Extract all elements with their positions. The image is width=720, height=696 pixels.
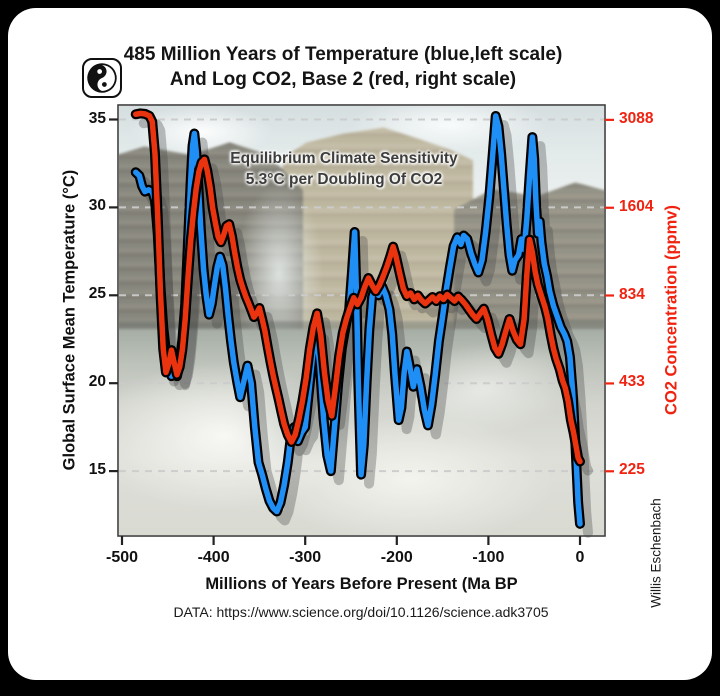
x-tick-label: -500 bbox=[105, 549, 139, 566]
x-axis-label: Millions of Years Before Present (Ma BP bbox=[205, 575, 518, 593]
y-left-tick-label: 15 bbox=[88, 461, 106, 479]
climate-sensitivity-annotation: Equilibrium Climate Sensitivity 5.3°C pe… bbox=[119, 148, 569, 190]
data-source-text: DATA: https://www.science.org/doi/10.112… bbox=[173, 604, 549, 620]
x-tick-label: -400 bbox=[197, 549, 230, 566]
x-tick-label: -100 bbox=[472, 549, 505, 566]
y-axis-left-label: Global Surface Mean Temperature (°C) bbox=[60, 169, 79, 471]
y-right-tick-label: 225 bbox=[619, 461, 645, 479]
yinyang-icon bbox=[87, 63, 117, 93]
y-left-tick-label: 25 bbox=[88, 285, 106, 303]
y-left-tick-label: 20 bbox=[88, 373, 106, 391]
chart-title: 485 Million Years of Temperature (blue,l… bbox=[93, 42, 593, 92]
chart-title-line1: 485 Million Years of Temperature (blue,l… bbox=[123, 44, 563, 65]
y-right-tick-label: 834 bbox=[619, 285, 645, 303]
chart-title-line2: And Log CO2, Base 2 (red, right scale) bbox=[169, 69, 517, 90]
y-left-tick-label: 30 bbox=[88, 197, 106, 215]
y-right-tick-label: 433 bbox=[619, 373, 645, 391]
annotation-line2: 5.3°C per Doubling Of CO2 bbox=[245, 171, 443, 188]
yinyang-logo bbox=[82, 58, 122, 98]
x-tick-label: 0 bbox=[575, 549, 585, 566]
y-left-tick-label: 35 bbox=[88, 109, 106, 127]
author-watermark: Willis Eschenbach bbox=[648, 498, 664, 608]
y-right-tick-label: 1604 bbox=[619, 197, 654, 215]
x-tick-label: -300 bbox=[289, 549, 322, 566]
y-axis-right-label: CO2 Concentration (ppmv) bbox=[662, 205, 681, 415]
x-tick-label: -200 bbox=[380, 549, 413, 566]
y-right-tick-label: 3088 bbox=[619, 109, 654, 127]
chart-card: 485 Million Years of Temperature (blue,l… bbox=[8, 8, 712, 680]
annotation-line1: Equilibrium Climate Sensitivity bbox=[230, 150, 458, 167]
